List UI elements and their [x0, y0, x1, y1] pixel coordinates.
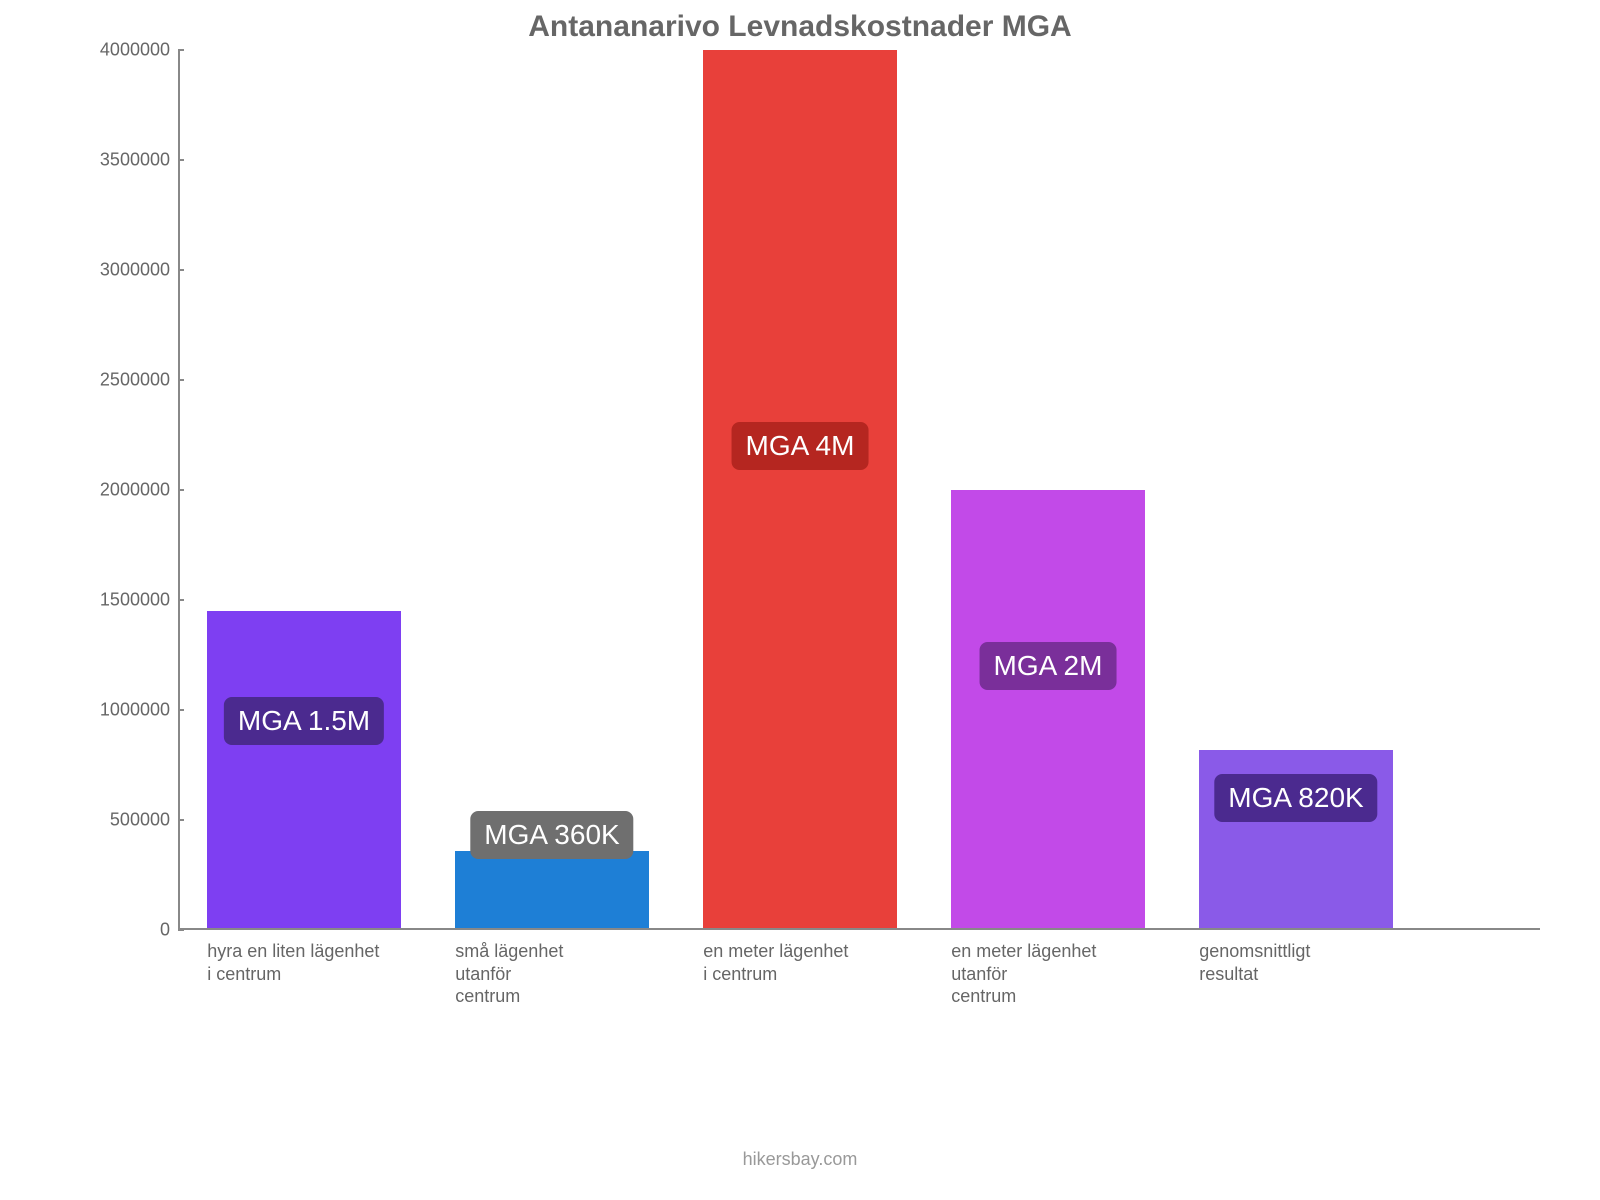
x-axis-label: en meter lägenhetutanförcentrum [951, 940, 1174, 1008]
chart-container: Antananarivo Levnadskostnader MGA 0 50000… [60, 10, 1540, 1190]
bar-slot: MGA 820K [1172, 50, 1420, 930]
credit-text: hikersbay.com [60, 1149, 1540, 1170]
x-axis-label: hyra en liten lägenheti centrum [207, 940, 430, 985]
y-tick-label: 1500000 [100, 590, 170, 611]
bar [951, 490, 1144, 930]
x-axis-labels: hyra en liten lägenheti centrum små lägen… [180, 940, 1540, 1080]
bar [703, 50, 896, 930]
y-tick-label: 2000000 [100, 480, 170, 501]
y-tick-label: 500000 [110, 810, 170, 831]
bar-slot: MGA 2M [924, 50, 1172, 930]
bar-value-label: MGA 820K [1214, 774, 1377, 822]
x-axis-label: små lägenhetutanförcentrum [455, 940, 678, 1008]
chart-title: Antananarivo Levnadskostnader MGA [60, 10, 1540, 44]
y-axis: 0500000100000015000002000000250000030000… [60, 50, 180, 930]
bars-area: MGA 1.5M MGA 360K MGA 4M MGA 2M MGA 820K [180, 50, 1540, 930]
y-tick-label: 0 [160, 920, 170, 941]
bar-value-label: MGA 4M [732, 422, 869, 470]
y-tick-label: 3500000 [100, 150, 170, 171]
y-tick-label: 3000000 [100, 260, 170, 281]
bar-slot: MGA 1.5M [180, 50, 428, 930]
bar [455, 851, 648, 930]
bar-slot: MGA 360K [428, 50, 676, 930]
bar-slot: MGA 4M [676, 50, 924, 930]
bar [207, 611, 400, 930]
bar-value-label: MGA 360K [470, 811, 633, 859]
x-axis-label: en meter lägenheti centrum [703, 940, 926, 985]
y-tick-label: 1000000 [100, 700, 170, 721]
x-axis-line [180, 928, 1540, 930]
plot-area: 0500000100000015000002000000250000030000… [60, 50, 1540, 930]
bar-value-label: MGA 1.5M [224, 697, 384, 745]
y-tick-label: 4000000 [100, 40, 170, 61]
bar-value-label: MGA 2M [980, 642, 1117, 690]
x-axis-label: genomsnittligtresultat [1199, 940, 1422, 985]
y-tick-label: 2500000 [100, 370, 170, 391]
